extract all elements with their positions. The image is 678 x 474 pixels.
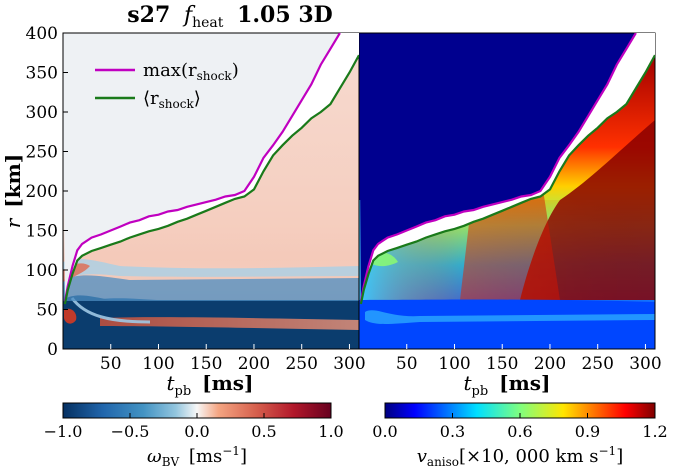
colorbar-vaniso-label: vaniso[×10, 000 km s−1] (417, 444, 623, 469)
series-mean-rshock-right (359, 54, 655, 305)
y-tick-label: 250 (26, 143, 58, 163)
series-mean-rshock-left (63, 54, 359, 305)
colorbar-tick-label: 0.6 (507, 422, 532, 441)
x-axis-label-right: tpb [ms] (463, 371, 550, 400)
legend: max(rshock) ⟨rshock⟩ (95, 60, 239, 111)
colorbar-tick-label: 0.0 (184, 422, 209, 441)
colorbar-tick-label: 0.3 (440, 422, 465, 441)
bv-light-ring (63, 259, 359, 280)
x-tick-label: 200 (238, 354, 270, 374)
series-max-rshock-right (359, 33, 637, 302)
panel-right-frame (358, 32, 656, 350)
y-tick-label: 100 (26, 261, 58, 281)
vaniso-core-cyan (365, 310, 655, 324)
colorbar-tick-label: 0.5 (251, 422, 276, 441)
chart-title: s27 fheat 1.05 3D (127, 2, 332, 33)
y-tick-label: 350 (26, 64, 58, 84)
vaniso-inner-band (359, 299, 655, 349)
y-tick-label: 300 (26, 103, 58, 123)
legend-label-mean: ⟨rshock⟩ (143, 88, 201, 111)
x-tick-label: 50 (100, 354, 122, 374)
x-axis-label-left: tpb [ms] (166, 371, 253, 400)
axis-ticks: 0 50 100 150 200 250 300 350 400 50 100 150 200 250 30… (26, 24, 662, 374)
x-tick-label: 300 (333, 354, 365, 374)
unshocked-gap-left (64, 33, 359, 304)
x-tick-label: 200 (534, 354, 566, 374)
bv-positive-region (63, 55, 359, 304)
colorbar-bv-ticks: −1.0 −0.5 0.0 0.5 1.0 (44, 413, 344, 441)
x-tick-label: 250 (285, 354, 317, 374)
x-tick-label: 100 (438, 354, 470, 374)
y-tick-label: 200 (26, 182, 58, 202)
bv-red-spot (64, 308, 77, 324)
unshocked-gap-right (360, 33, 655, 304)
x-tick-label: 150 (486, 354, 518, 374)
y-axis-label: r [km] (1, 154, 25, 228)
y-tick-label: 50 (36, 301, 58, 321)
bv-above-shock (63, 33, 359, 302)
colorbar-vaniso-ticks: 0.0 0.3 0.6 0.9 1.2 (372, 413, 668, 441)
colorbar-bv-label: ωBV [ms−1] (147, 444, 247, 470)
x-tick-label: 100 (142, 354, 174, 374)
legend-label-max: max(rshock) (143, 60, 239, 83)
vaniso-above-shock (359, 33, 655, 302)
panel-right-vaniso (359, 33, 655, 349)
y-tick-label: 150 (26, 222, 58, 242)
x-tick-label: 150 (190, 354, 222, 374)
colorbar-tick-label: 1.0 (318, 422, 343, 441)
shock-lines (63, 33, 655, 305)
y-tick-label: 400 (26, 24, 58, 44)
colorbar-tick-label: −1.0 (44, 422, 83, 441)
bv-red-band-arc (70, 297, 151, 324)
bv-red-band-lower (100, 317, 359, 330)
colorbar-tick-label: 0.0 (372, 422, 397, 441)
colorbar-tick-label: 0.9 (575, 422, 600, 441)
colorbar-tick-label: −0.5 (111, 422, 150, 441)
y-tick-label: 0 (47, 340, 58, 360)
bv-mid-blue (63, 275, 359, 301)
colorbar-tick-label: 1.2 (642, 422, 667, 441)
x-tick-label: 50 (396, 354, 418, 374)
x-tick-label: 300 (629, 354, 661, 374)
x-tick-label: 250 (581, 354, 613, 374)
series-max-rshock-left (63, 33, 341, 302)
